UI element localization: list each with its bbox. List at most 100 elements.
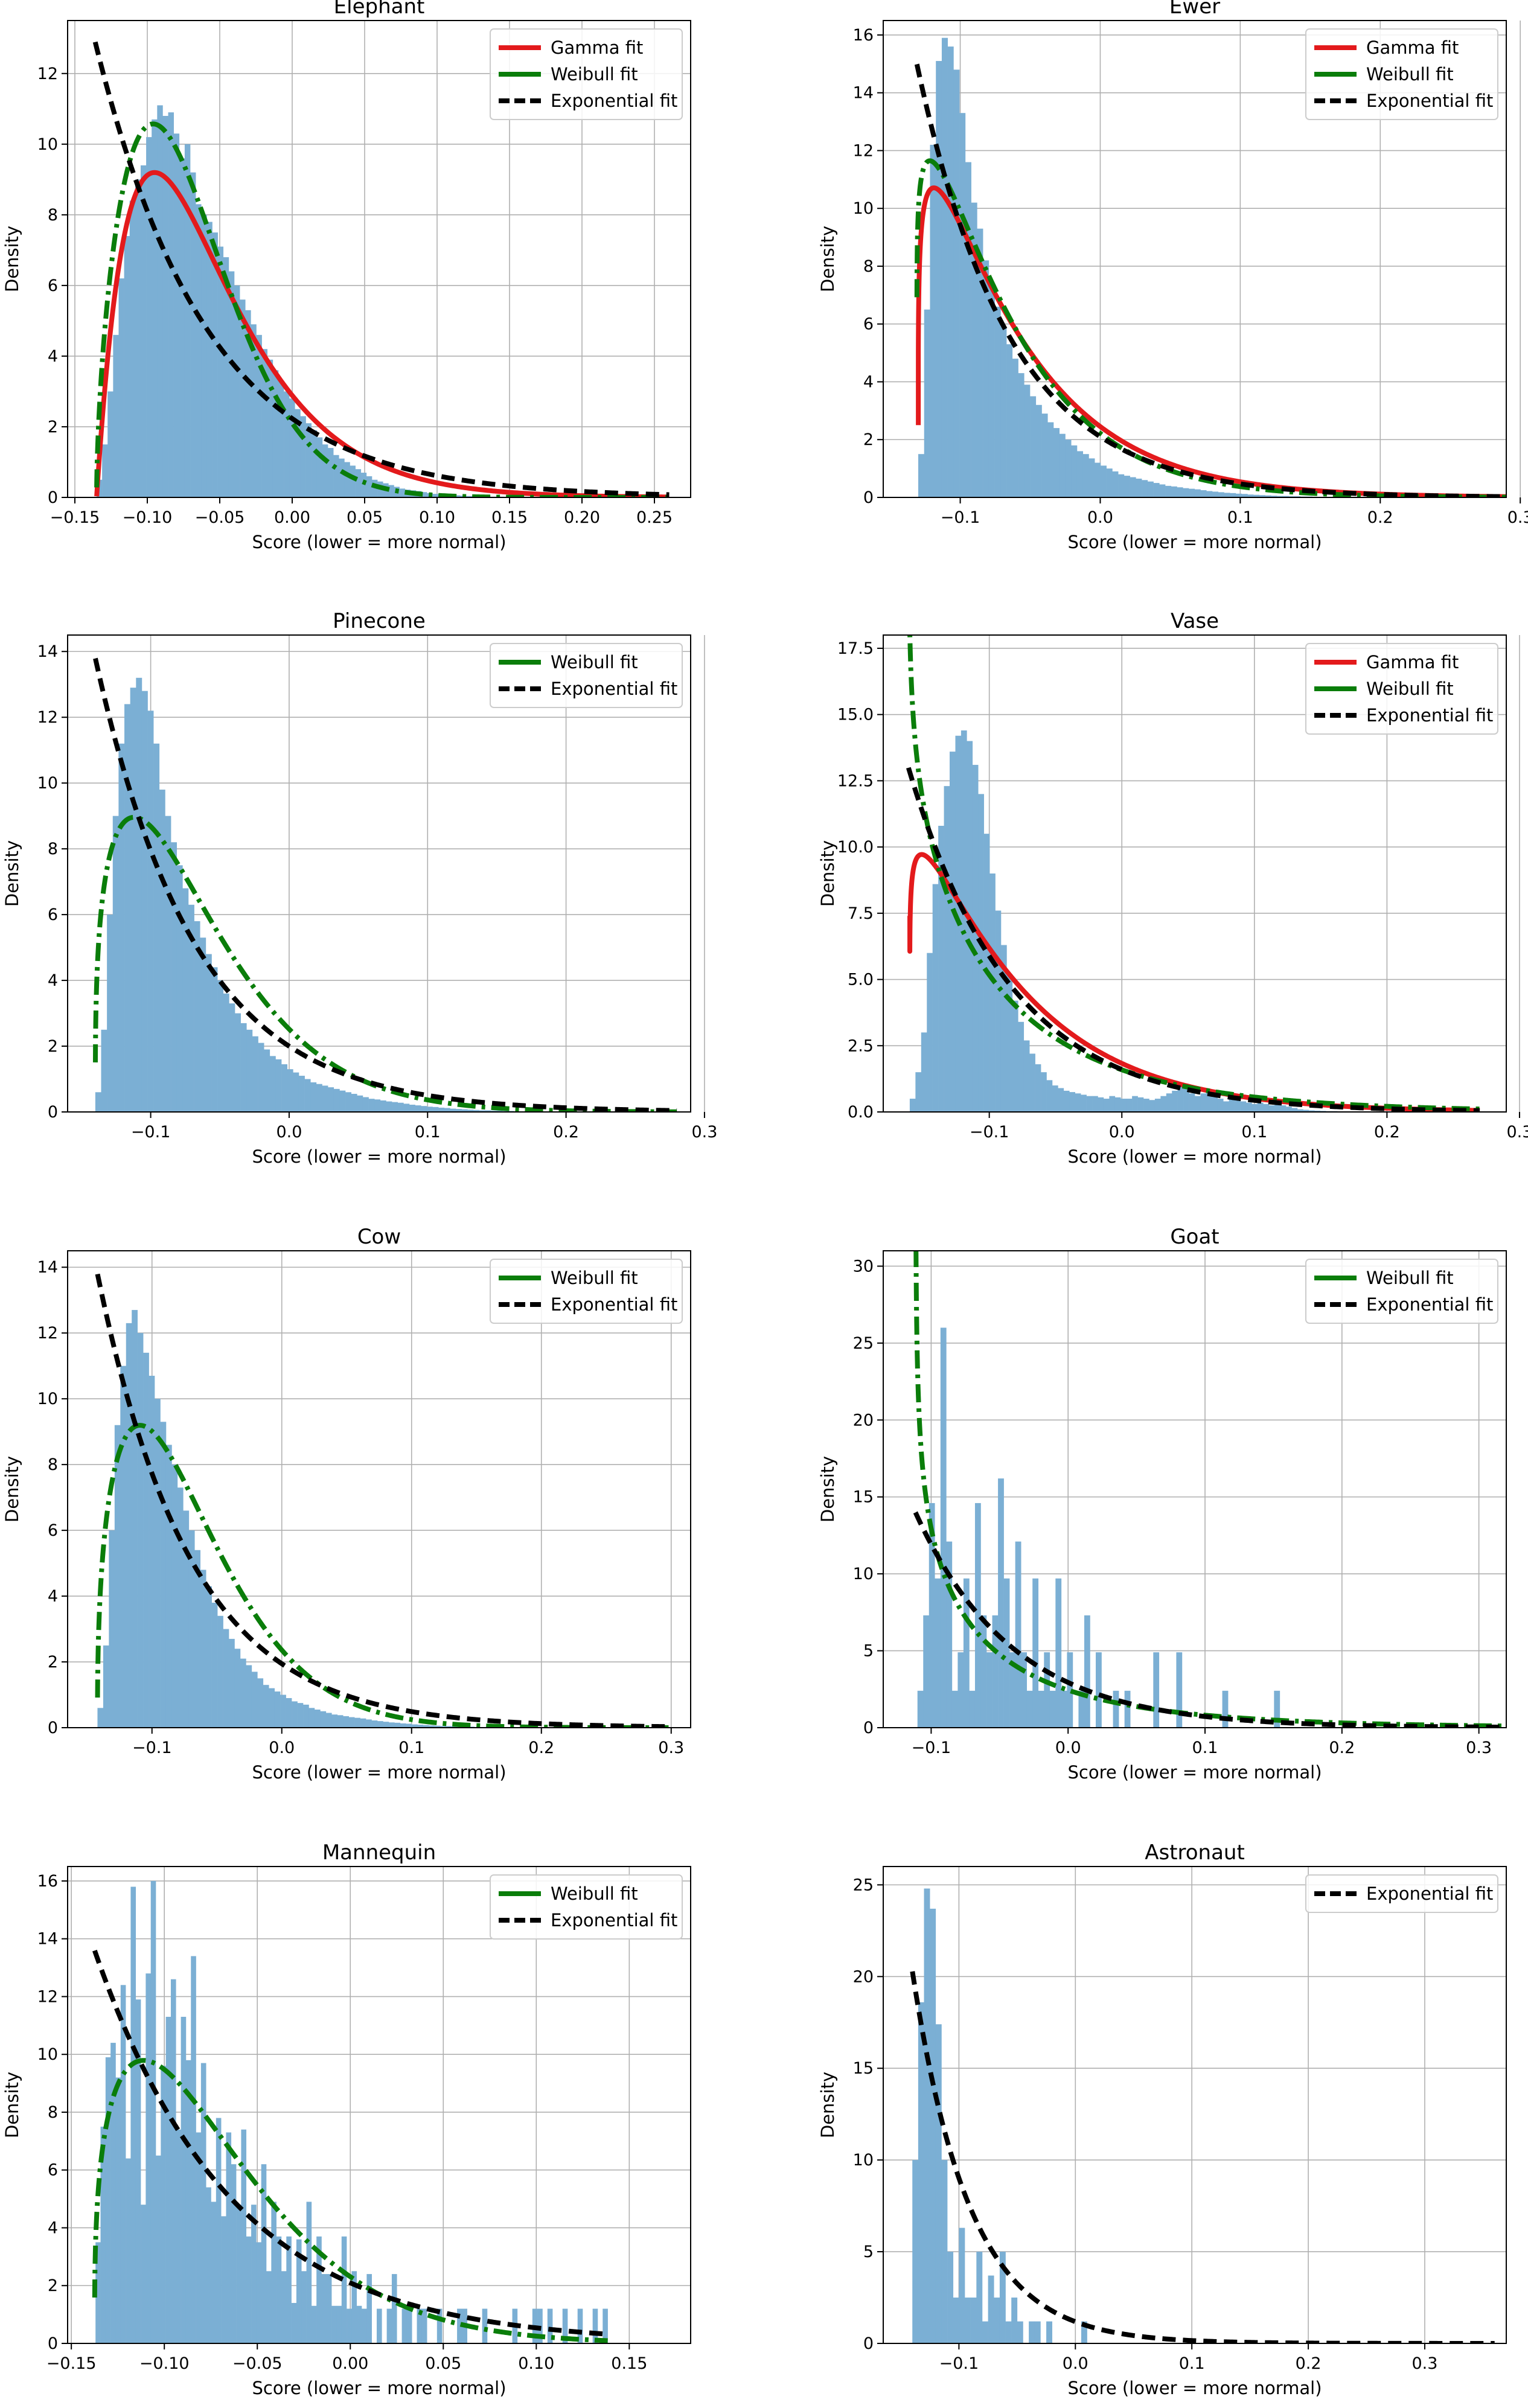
legend: Gamma fit Weibull fit Exponential fit xyxy=(1305,643,1498,735)
histogram-bar xyxy=(1046,2321,1053,2343)
histogram-bar xyxy=(314,1710,321,1728)
histogram-bar xyxy=(240,1658,246,1728)
histogram-bar xyxy=(417,1725,423,1728)
histogram-bar xyxy=(179,158,185,497)
y-tick-label: 16 xyxy=(853,26,874,45)
histogram-bar xyxy=(421,2308,427,2343)
chart-title: Ewer xyxy=(1169,0,1220,19)
y-tick-label: 6 xyxy=(863,315,874,334)
histogram-bar xyxy=(421,1106,427,1112)
histogram-bar xyxy=(200,2063,206,2343)
y-tick-label: 12 xyxy=(37,1324,58,1343)
histogram-bar xyxy=(160,1422,167,1728)
histogram-bar xyxy=(944,786,950,1112)
histogram-bar xyxy=(240,1023,247,1112)
axes-frame xyxy=(67,1866,691,2344)
fit-curves xyxy=(913,1251,1506,1728)
x-tick-label: 0.3 xyxy=(1507,508,1528,527)
histogram-bar xyxy=(281,1064,288,1112)
y-tick-label: 12 xyxy=(37,1987,58,2006)
histogram-bar xyxy=(194,921,200,1112)
x-tick-label: −0.05 xyxy=(232,2354,283,2373)
histogram-bar xyxy=(305,423,312,497)
histogram-bar xyxy=(963,1578,970,1728)
chart-title: Pinecone xyxy=(333,609,426,633)
histogram-bar xyxy=(1165,485,1172,497)
histogram-bar xyxy=(124,704,130,1112)
histogram-bar xyxy=(1171,486,1177,497)
histogram-bar xyxy=(328,448,334,497)
histogram-bar xyxy=(421,492,427,497)
histogram-bar xyxy=(947,46,954,497)
histogram-bar xyxy=(1120,1099,1127,1112)
histogram-bar xyxy=(276,2236,282,2343)
histogram-bar xyxy=(362,1097,369,1112)
histogram-bar xyxy=(171,842,177,1112)
histogram-bar xyxy=(1245,1102,1252,1112)
histogram-bar xyxy=(200,937,206,1112)
histogram-bar xyxy=(252,1036,258,1112)
histogram-bar xyxy=(490,1110,497,1112)
histogram-bar xyxy=(200,1570,206,1728)
x-tick-label: 0.3 xyxy=(1411,2354,1437,2373)
histogram-bar xyxy=(1081,2321,1087,2343)
histogram-bar xyxy=(394,1722,401,1728)
histogram-bar xyxy=(181,2016,187,2343)
legend-label-exponential-fit: Exponential fit xyxy=(1366,1294,1493,1315)
histogram-bar xyxy=(1263,1103,1270,1112)
histogram-bar xyxy=(912,2160,919,2343)
histogram xyxy=(97,105,670,497)
histogram-bar xyxy=(245,310,251,497)
x-tick-label: 0.1 xyxy=(1227,508,1253,527)
exponential-fit-curve xyxy=(93,656,678,1112)
histogram-bar xyxy=(976,2252,983,2343)
histogram-bar xyxy=(162,116,168,497)
y-tick-label: 25 xyxy=(853,1334,874,1353)
histogram xyxy=(917,1327,1280,1728)
y-tick-label: 30 xyxy=(853,1257,874,1276)
histogram-bar xyxy=(157,105,163,497)
histogram-bar xyxy=(147,711,154,1112)
histogram-bar xyxy=(360,1718,366,1728)
histogram-bar xyxy=(155,1399,161,1728)
y-tick-label: 17.5 xyxy=(837,639,874,658)
histogram-bar xyxy=(136,677,142,1112)
histogram-bar xyxy=(184,144,191,497)
histogram-bar xyxy=(1130,477,1136,497)
histogram-bar xyxy=(360,473,367,497)
histogram-bar xyxy=(261,2164,267,2343)
histogram-bar xyxy=(947,2252,954,2343)
histogram-bar xyxy=(107,391,113,497)
legend-label-gamma-fit: Gamma fit xyxy=(1366,37,1459,58)
histogram-bar xyxy=(241,2129,247,2343)
histogram-bar xyxy=(1314,1110,1321,1112)
histogram-bar xyxy=(105,2057,111,2343)
histogram-bar xyxy=(217,246,224,497)
histogram-bar xyxy=(1308,1110,1315,1112)
histogram-bar xyxy=(457,2308,462,2343)
x-tick-label: 0.20 xyxy=(564,508,600,527)
histogram-bar xyxy=(1200,1093,1207,1112)
histogram-bar xyxy=(140,165,147,497)
y-tick-label: 4 xyxy=(48,971,58,990)
histogram-bar xyxy=(965,2298,971,2343)
histogram-bar xyxy=(1212,491,1219,497)
y-tick-label: 2 xyxy=(863,430,874,449)
histogram-bar xyxy=(969,1690,976,1728)
weibull-fit-curve xyxy=(92,2058,609,2343)
y-tick-label: 10 xyxy=(37,135,58,154)
y-axis-label: Density xyxy=(2,840,22,907)
histogram-bar xyxy=(479,1110,485,1112)
histogram-bar xyxy=(168,112,174,497)
histogram-bar xyxy=(322,1085,328,1112)
histogram-bar xyxy=(930,1908,936,2343)
histogram-bar xyxy=(924,309,930,497)
histogram-bar xyxy=(246,1665,252,1728)
histogram-bar xyxy=(961,730,967,1112)
y-tick-label: 12.5 xyxy=(837,771,874,790)
legend-label-gamma-fit: Gamma fit xyxy=(551,37,643,58)
fit-curves xyxy=(92,39,670,497)
histogram-bar xyxy=(1218,492,1224,497)
y-tick-label: 7.5 xyxy=(848,904,874,923)
histogram-bar xyxy=(403,1103,410,1112)
